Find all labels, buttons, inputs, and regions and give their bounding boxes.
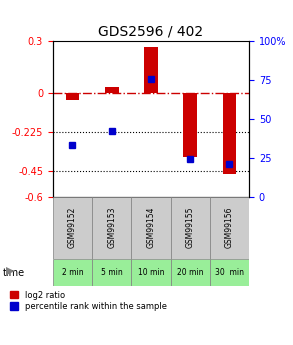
FancyBboxPatch shape [92, 259, 131, 286]
Text: GSM99155: GSM99155 [186, 207, 195, 248]
FancyBboxPatch shape [171, 259, 210, 286]
Bar [105, 87, 118, 93]
FancyBboxPatch shape [131, 259, 171, 286]
FancyBboxPatch shape [210, 197, 249, 259]
Text: 10 min: 10 min [138, 268, 164, 277]
FancyBboxPatch shape [53, 259, 92, 286]
Bar [183, 93, 197, 157]
Text: GSM99156: GSM99156 [225, 207, 234, 248]
Legend: log2 ratio, percentile rank within the sample: log2 ratio, percentile rank within the s… [10, 290, 167, 311]
Bar [66, 93, 79, 100]
Text: 5 min: 5 min [101, 268, 122, 277]
Text: GSM99153: GSM99153 [107, 207, 116, 248]
Bar [144, 47, 158, 93]
Title: GDS2596 / 402: GDS2596 / 402 [98, 25, 203, 39]
FancyBboxPatch shape [92, 197, 131, 259]
Text: GSM99152: GSM99152 [68, 207, 77, 248]
FancyBboxPatch shape [131, 197, 171, 259]
Text: 2 min: 2 min [62, 268, 83, 277]
FancyBboxPatch shape [53, 197, 92, 259]
FancyBboxPatch shape [210, 259, 249, 286]
FancyBboxPatch shape [171, 197, 210, 259]
Text: ▶: ▶ [6, 266, 14, 276]
Bar [223, 93, 236, 174]
Text: 30  min: 30 min [215, 268, 244, 277]
Text: time: time [3, 268, 25, 277]
Text: GSM99154: GSM99154 [146, 207, 155, 248]
Text: 20 min: 20 min [177, 268, 203, 277]
